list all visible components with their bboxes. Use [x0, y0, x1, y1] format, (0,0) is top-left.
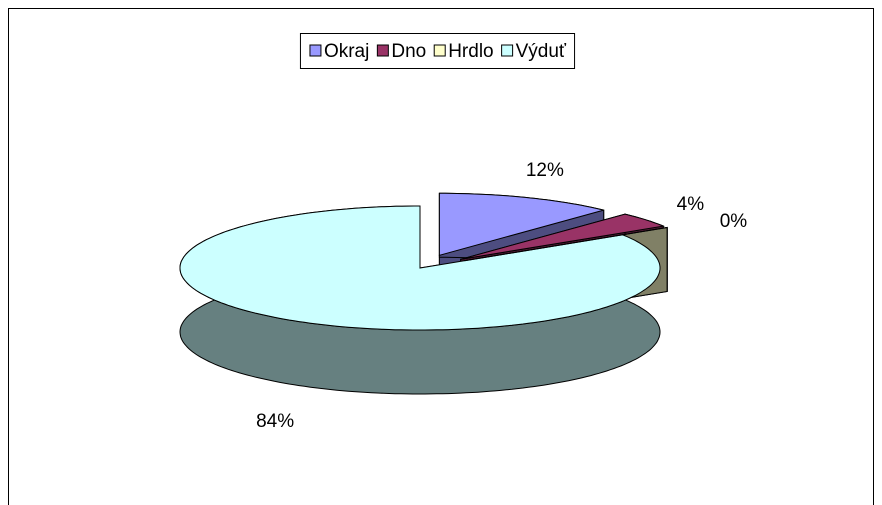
legend-swatch — [501, 44, 514, 57]
legend: Okraj Dno Hrdlo Výduť — [299, 33, 576, 69]
legend-swatch — [433, 44, 446, 57]
legend-label: Výduť — [516, 41, 567, 62]
slice — [179, 205, 661, 331]
legend-label: Hrdlo — [448, 41, 493, 62]
data-label: 12% — [526, 160, 564, 181]
data-label: 4% — [677, 194, 705, 215]
slice — [438, 192, 604, 256]
legend-swatch — [376, 44, 389, 57]
legend-swatch — [309, 44, 322, 57]
data-label: 84% — [256, 411, 294, 432]
data-label: 0% — [720, 211, 748, 232]
slice — [464, 227, 668, 262]
legend-label: Dno — [391, 41, 426, 62]
slice — [460, 213, 666, 260]
legend-label: Okraj — [324, 41, 369, 62]
